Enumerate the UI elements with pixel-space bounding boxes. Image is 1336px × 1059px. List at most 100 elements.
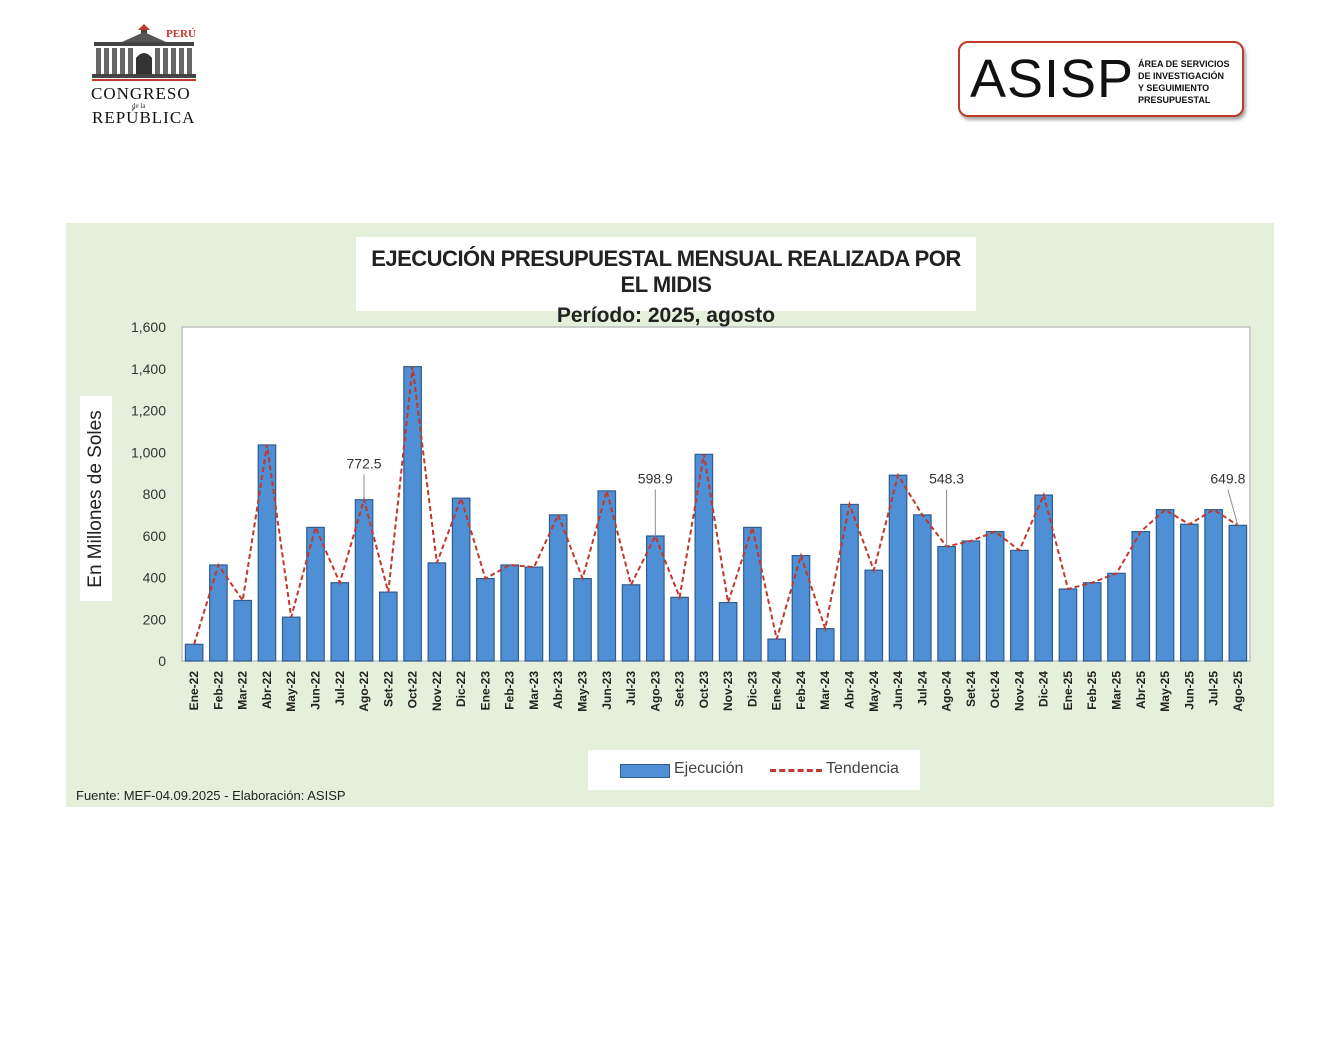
x-tick-label: Mar-25 [1110,671,1124,710]
x-tick-label: Ago-22 [357,671,371,712]
bar-ejecucion [597,490,617,662]
bar-ejecucion [1082,582,1102,662]
x-tick-label: Jun-22 [309,671,323,710]
congreso-logo: PERÚ CONGRESO de la REPÚBLICA [88,22,200,130]
bar-ejecucion [209,564,228,662]
bar-ejecucion [864,569,884,662]
x-tick-label: May-23 [576,671,590,712]
annotation-leader-line [1227,489,1239,526]
x-tick-label: Ene-24 [770,671,784,711]
x-tick-label: Set-23 [673,671,687,707]
bar-ejecucion [961,540,981,662]
bar-ejecucion [670,596,689,662]
x-tick-label: Feb-23 [503,671,517,710]
data-label-annotation: 548.3 [929,471,964,487]
source-note: Fuente: MEF-04.09.2025 - Elaboración: AS… [76,788,346,803]
bar-ejecucion [645,535,665,662]
bar-ejecucion [743,526,762,662]
chart-panel: 0 200 400 600 800 1,000 1,200 1,400 1,600 Ene-22 F… [66,223,1274,807]
x-tick-label: Oct-22 [406,671,420,709]
asisp-subtitle-line: Y SEGUIMIENTO [1138,83,1210,93]
x-tick-label: Mar-23 [527,671,541,710]
x-tick-label: Jul-24 [915,671,929,706]
x-tick-label: Abr-23 [551,671,565,709]
bar-ejecucion [257,444,277,662]
bar-ejecucion [1228,524,1248,662]
x-tick-label: Jun-23 [600,671,614,710]
y-tick-label: 600 [143,528,167,544]
x-tick-label: May-25 [1158,671,1172,712]
bar-ejecucion [1155,509,1175,662]
bar-ejecucion [1204,509,1223,662]
x-tick-label: Mar-24 [818,671,832,710]
bar-ejecucion [427,562,447,662]
x-tick-label: Abr-22 [260,671,274,709]
x-tick-label: Ene-25 [1061,671,1075,711]
x-tick-label: Set-24 [964,671,978,707]
x-tick-label: May-22 [284,671,298,712]
bar-ejecucion [718,601,738,662]
bar-ejecucion [1058,588,1078,662]
bar-ejecucion [815,628,835,662]
x-tick-label: Ene-23 [478,671,492,711]
x-tick-label: Ago-25 [1231,671,1245,712]
bar-ejecucion [912,514,932,662]
bar-ejecucion [573,577,592,662]
legend-label-ejecucion: Ejecución [674,760,744,777]
bar-ejecucion [840,503,859,662]
x-tick-label: Nov-24 [1012,671,1026,711]
bar-ejecucion [476,577,495,662]
y-tick-label: 400 [143,570,167,586]
x-tick-label: Feb-24 [794,671,808,710]
republica-label: REPÚBLICA [92,108,196,127]
y-tick-label: 200 [143,611,167,627]
asisp-logo: ASISP ÁREA DE SERVICIOS DE INVESTIGACIÓN… [958,41,1244,117]
bar-ejecucion [621,584,641,662]
x-tick-label: Jul-23 [624,671,638,706]
bar-ejecucion [937,545,956,662]
data-label-annotation: 649.8 [1210,471,1245,487]
asisp-subtitle: ÁREA DE SERVICIOS DE INVESTIGACIÓN Y SEG… [1138,58,1230,106]
x-tick-label: Dic-22 [454,671,468,707]
y-tick-label: 1,200 [131,403,166,419]
y-axis-label: En Millones de Soles [85,409,106,588]
bar-ejecucion [1179,523,1199,662]
x-tick-label: Dic-23 [745,671,759,707]
data-label-annotation: 772.5 [347,455,382,471]
bar-ejecucion [1107,572,1126,662]
bar-ejecucion [888,474,908,662]
legend-label-tendencia: Tendencia [826,760,899,777]
bar-ejecucion [524,566,544,662]
trend-line-tendencia [193,366,1239,645]
legend-swatch-ejecucion [620,764,670,778]
chart-legend: Ejecución Tendencia [588,750,920,790]
asisp-name: ASISP [970,49,1135,109]
chart-title-box: EJECUCIÓN PRESUPUESTAL MENSUAL REALIZADA… [356,237,976,327]
congreso-label: CONGRESO [91,84,191,103]
x-tick-label: Jun-25 [1182,671,1196,710]
chart-subtitle: Período: 2025, agosto [556,304,776,327]
bar-ejecucion [500,564,520,662]
y-tick-label: 1,000 [131,444,166,460]
peru-label: PERÚ [166,28,196,40]
y-axis-label-box: En Millones de Soles [80,396,112,601]
y-tick-label: 800 [143,486,167,502]
x-tick-label: Mar-22 [236,671,250,710]
y-tick-label: 0 [158,653,166,669]
x-tick-label: Jul-22 [333,671,347,706]
chart-title: EJECUCIÓN PRESUPUESTAL MENSUAL REALIZADA… [371,246,961,297]
legend-swatch-tendencia [770,769,822,772]
x-tick-label: Dic-24 [1037,671,1051,707]
x-tick-label: Oct-23 [697,671,711,709]
x-tick-label: Oct-24 [988,671,1002,709]
x-tick-label: Feb-22 [211,671,225,710]
asisp-subtitle-line: DE INVESTIGACIÓN [1138,71,1225,81]
bar-ejecucion [330,582,350,662]
x-tick-label: Nov-22 [430,671,444,711]
x-tick-label: Ago-23 [648,671,662,712]
bar-ejecucion [281,616,301,662]
bar-ejecucion [767,638,787,662]
bar-ejecucion [378,591,398,662]
bar-ejecucion [1010,549,1029,662]
y-tick-label: 1,600 [131,319,166,335]
